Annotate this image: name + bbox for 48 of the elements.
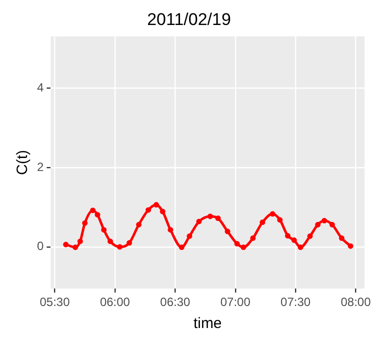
point <box>77 238 83 244</box>
point <box>298 244 304 250</box>
point <box>329 222 335 228</box>
point <box>224 228 230 234</box>
point <box>101 227 107 233</box>
point <box>215 216 221 222</box>
point <box>322 218 328 224</box>
point <box>186 233 192 239</box>
point <box>90 208 96 214</box>
point <box>207 214 213 220</box>
point <box>277 217 283 223</box>
point <box>94 212 100 218</box>
y-axis-title: C(t) <box>14 150 32 175</box>
x-tick-label: 06:00 <box>100 295 130 310</box>
point <box>136 222 142 228</box>
point <box>63 242 69 248</box>
point <box>284 233 290 239</box>
point <box>234 240 240 246</box>
x-tick-label: 08:00 <box>340 295 372 310</box>
point <box>338 235 344 241</box>
point <box>270 211 276 217</box>
x-tick-label: 07:00 <box>220 295 251 310</box>
y-tick-label: 0 <box>36 239 44 254</box>
point <box>126 240 132 246</box>
point <box>117 244 123 250</box>
x-tick-label: 05:30 <box>40 295 70 310</box>
y-tick-label: 4 <box>36 80 44 94</box>
point <box>315 222 321 228</box>
point <box>307 233 313 239</box>
x-tick-label: 07:30 <box>280 295 311 310</box>
y-tick-label: 2 <box>36 160 44 174</box>
point <box>250 235 256 241</box>
point <box>108 238 114 244</box>
point <box>260 220 266 226</box>
point <box>154 202 160 208</box>
point <box>291 237 297 243</box>
point <box>168 227 174 233</box>
point <box>348 243 354 249</box>
point <box>72 244 78 250</box>
point <box>160 208 166 214</box>
point <box>146 207 152 213</box>
x-tick-label: 06:30 <box>160 295 191 310</box>
x-axis-title: time <box>193 315 222 332</box>
point <box>178 244 184 250</box>
chart-title: 2011/02/19 <box>147 10 231 29</box>
point <box>240 244 246 250</box>
point <box>196 218 202 224</box>
point <box>82 220 88 226</box>
